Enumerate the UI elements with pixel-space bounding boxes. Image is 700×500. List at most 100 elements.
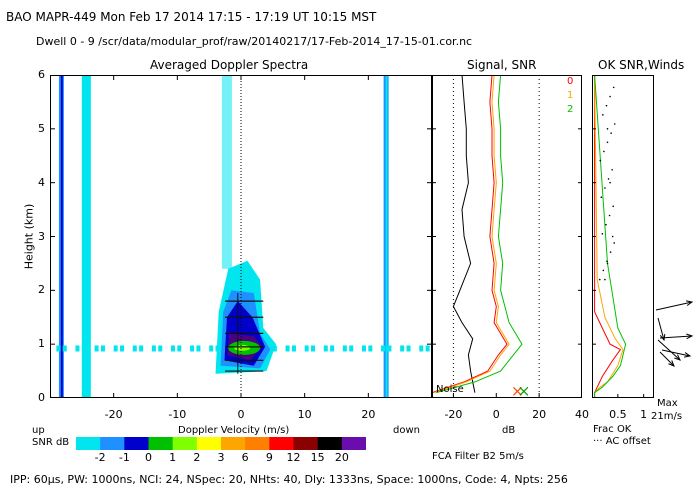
noise-band-segment [311, 345, 316, 352]
noise-band-segment [425, 345, 430, 352]
ok-series-1 [594, 75, 624, 398]
y-tick-label: 4 [38, 175, 45, 189]
ok-x-tick-label: 0.5 [609, 408, 627, 421]
colorbar-swatch [196, 437, 222, 450]
noise-band-segment [113, 345, 118, 352]
colorbar-tick-label: 9 [265, 451, 273, 464]
snr-series-1 [432, 75, 508, 394]
ac-offset-dot [613, 242, 616, 244]
noise-band-segment [406, 345, 411, 352]
ac-offset-dot [608, 214, 611, 217]
ac-offset-dot [599, 159, 602, 162]
ac-offset-dot [600, 196, 603, 199]
noise-band-segment [400, 345, 405, 352]
snr-series-3 [436, 75, 523, 394]
ok-legend-1: 1 [567, 90, 574, 101]
header-dwell: Dwell 0 - 9 /scr/data/modular_prof/raw/2… [36, 35, 473, 48]
wind-arrow-head [668, 360, 675, 367]
ok-x-tick-label: 1 [640, 408, 648, 421]
ac-offset-dot [606, 260, 608, 263]
snr-title: Signal, SNR [467, 58, 537, 72]
snr-x-tick-label: 20 [532, 408, 547, 421]
wind-arrow-head [686, 333, 694, 340]
interference-band [81, 75, 91, 398]
wind-arrow-head [674, 354, 681, 361]
x-end-label-down: down [393, 425, 420, 436]
ac-offset-dot [606, 128, 609, 130]
y-tick-label: 2 [38, 283, 45, 297]
colorbar-swatch [293, 437, 319, 450]
colorbar-swatch [76, 437, 101, 450]
ac-offset-dot [611, 235, 614, 238]
x-end-label-up: up [32, 425, 45, 436]
ok-series-2 [594, 75, 627, 398]
ac-offset-dot [606, 262, 609, 265]
ac-offset-dot [604, 187, 606, 189]
ac-offset-dot [606, 141, 609, 144]
echo-core-bright [234, 344, 251, 351]
colorbar-swatch [221, 437, 246, 450]
noise-band-segment [387, 345, 392, 352]
y-tick-label: 3 [38, 229, 45, 243]
y-tick-label: 0 [38, 391, 45, 404]
ok-legend-2: 2 [567, 104, 574, 115]
signal-snr-plot [432, 75, 582, 398]
noise-band-segment [323, 345, 328, 352]
noise-band-segment [100, 345, 105, 352]
snr-series-2 [433, 75, 510, 394]
ac-offset-dot [602, 269, 605, 272]
colorbar-swatch [269, 437, 294, 450]
colorbar-tick-label: -1 [118, 451, 130, 464]
colorbar-tick-label: 20 [334, 451, 349, 464]
ok-title: OK SNR,Winds [598, 58, 685, 72]
noise-band-segment [139, 345, 144, 352]
colorbar [76, 437, 366, 450]
snr-noise-label: Noise [436, 384, 464, 395]
x-tick-label: 10 [297, 408, 312, 421]
x-tick-label: 0 [237, 408, 245, 421]
wind-barbs [655, 300, 694, 367]
interference-line-core [385, 75, 388, 398]
x-tick-label: -10 [168, 408, 187, 421]
noise-band-segment [209, 345, 214, 352]
ac-offset-dot [613, 123, 616, 125]
spectra-title: Averaged Doppler Spectra [150, 58, 309, 72]
noise-band-segment [342, 345, 347, 352]
ac-offset-dot [610, 132, 612, 134]
wind-arrow [655, 301, 693, 311]
noise-band-segment [170, 345, 175, 352]
ac-offset-dot [611, 168, 613, 171]
noise-band-segment [177, 345, 182, 352]
colorbar-tick-label: 0 [145, 451, 152, 464]
ac-offset-dot [612, 205, 614, 208]
ac-offset-dot [605, 223, 607, 226]
colorbar-swatch [341, 437, 366, 450]
x-tick-label: -20 [104, 408, 123, 421]
ac-offset-dot [604, 278, 606, 281]
clutter-streak-core [60, 75, 63, 398]
noise-band-segment [368, 345, 373, 352]
wind-arrow-head [686, 300, 694, 306]
noise-band-segment [190, 345, 195, 352]
snr-x-tick-label: 40 [575, 408, 589, 421]
noise-band-segment [62, 345, 67, 352]
colorbar-tick-label: 2 [193, 451, 201, 464]
colorbar-tick-label: 6 [241, 451, 249, 464]
colorbar-tick-label: 3 [217, 451, 225, 464]
y-tick-label: 5 [38, 121, 45, 135]
noise-band-segment [330, 345, 335, 352]
y-tick-label: 6 [38, 68, 45, 81]
noise-band-segment [81, 345, 86, 352]
noise-band-segment [120, 345, 125, 352]
noise-band-segment [132, 345, 137, 352]
ac-offset-dot [603, 150, 605, 153]
snr-frame [432, 75, 582, 398]
noise-band-segment [75, 345, 80, 352]
ok-series-0 [594, 75, 622, 398]
noise-band-segment [291, 345, 296, 352]
x-axis-label: Doppler Velocity (m/s) [178, 425, 290, 436]
ok-frac-label: Frac OK [593, 424, 632, 435]
colorbar-tick-label: 15 [310, 451, 325, 464]
ac-offset-dot [607, 178, 610, 180]
wind-arrow-head [659, 333, 666, 342]
